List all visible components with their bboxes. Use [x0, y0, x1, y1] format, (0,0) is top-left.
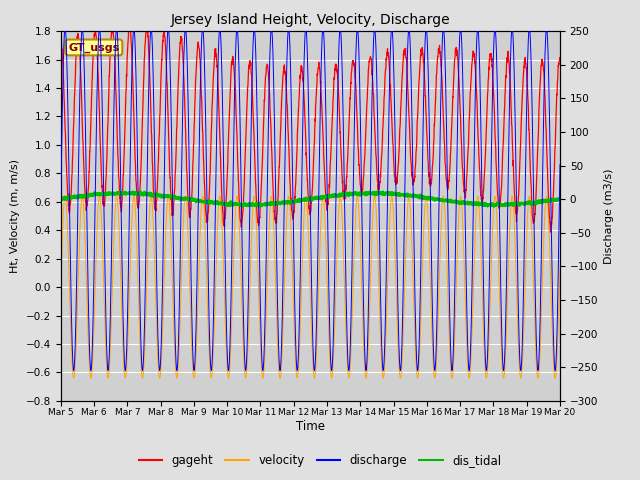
Y-axis label: Ht, Velocity (m, m/s): Ht, Velocity (m, m/s): [10, 159, 20, 273]
Text: GT_usgs: GT_usgs: [68, 42, 120, 52]
Y-axis label: Discharge (m3/s): Discharge (m3/s): [604, 168, 614, 264]
Legend: gageht, velocity, discharge, dis_tidal: gageht, velocity, discharge, dis_tidal: [134, 449, 506, 472]
Title: Jersey Island Height, Velocity, Discharge: Jersey Island Height, Velocity, Discharg…: [171, 13, 450, 27]
X-axis label: Time: Time: [296, 420, 325, 433]
